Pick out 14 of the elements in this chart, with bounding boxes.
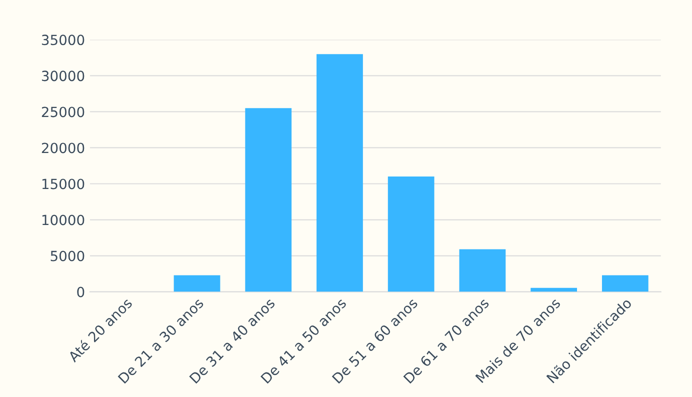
y-tick-label: 25000 [42, 106, 84, 118]
y-tick-label: 10000 [42, 214, 84, 226]
y-tick-label: 20000 [42, 142, 84, 154]
y-tick-label: 35000 [42, 34, 84, 46]
y-tick-label: 15000 [42, 178, 84, 190]
y-tick-label: 30000 [42, 70, 84, 82]
y-tick-label: 5000 [50, 250, 84, 262]
bar [174, 275, 220, 292]
bar [388, 176, 434, 292]
bar [459, 249, 506, 292]
bar [602, 275, 648, 292]
bar [245, 108, 292, 292]
y-tick-label: 0 [77, 286, 84, 298]
bar [316, 54, 363, 292]
